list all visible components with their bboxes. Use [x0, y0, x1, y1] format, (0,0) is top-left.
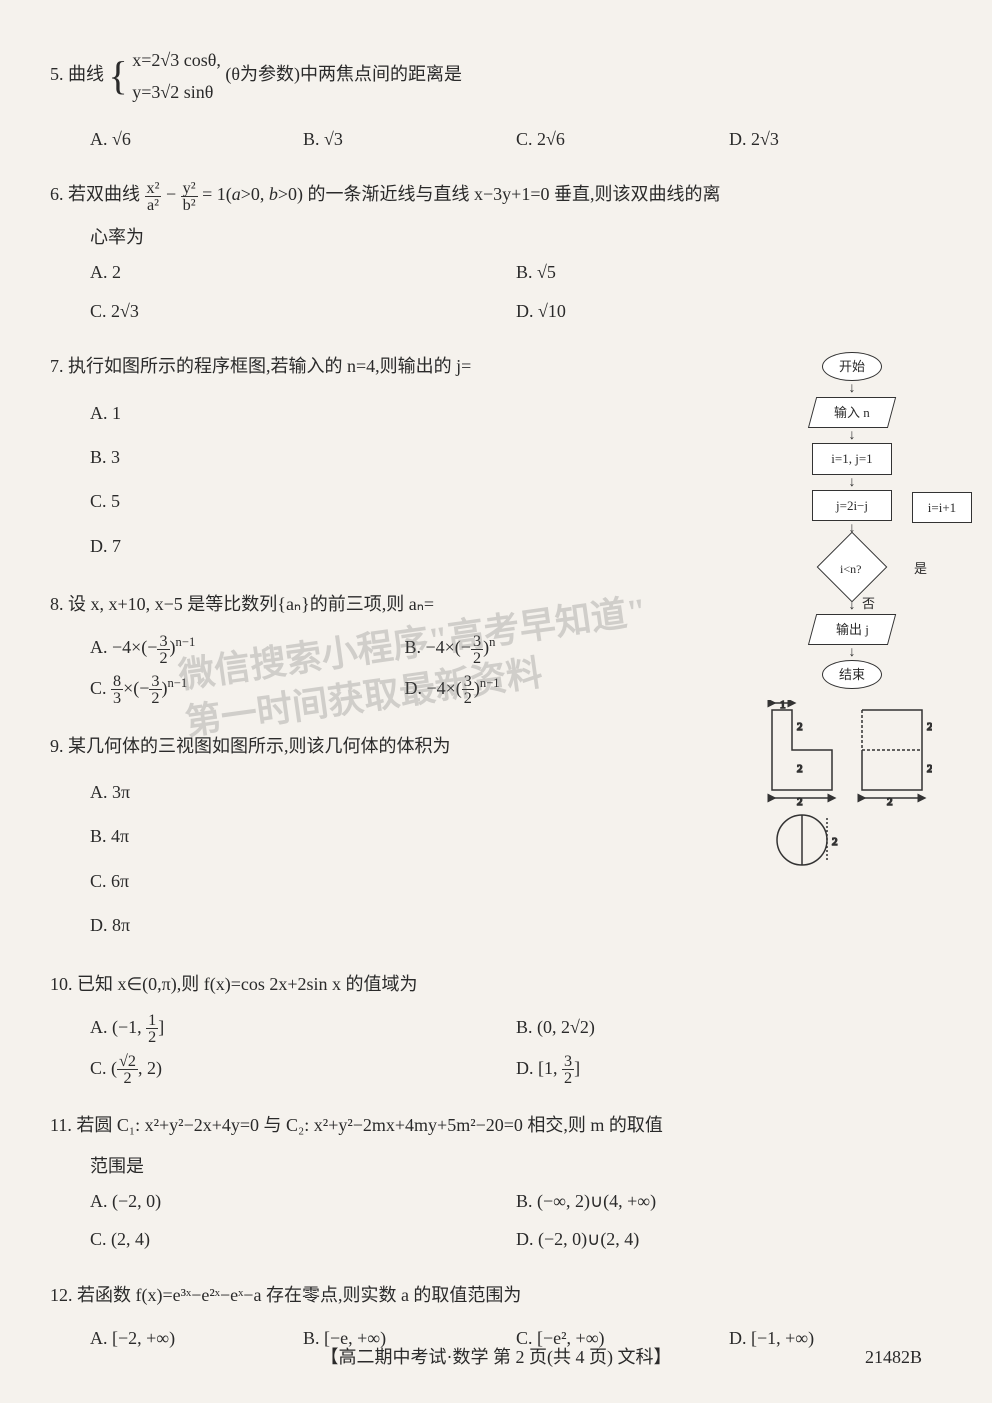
q5-suffix: (θ为参数)中两焦点间的距离是 — [225, 64, 462, 84]
flowchart-yes: 是 — [914, 557, 927, 580]
arrow-icon: ↓ — [762, 477, 942, 488]
q11-option-a: A. (−2, 0) — [90, 1182, 516, 1220]
q10-option-c: C. (√22, 2) — [90, 1049, 516, 1090]
q6-option-c: C. 2√3 — [90, 292, 516, 330]
q10-option-b: B. (0, 2√2) — [516, 1008, 942, 1049]
q10-text-main: 已知 x∈(0,π),则 f(x)=cos 2x+2sin x 的值域为 — [77, 974, 418, 994]
svg-text:2: 2 — [927, 763, 932, 775]
question-6: 6. 若双曲线 x²a² − y²b² = 1(a>0, b>0) 的一条渐近线… — [50, 178, 942, 330]
q8-text: 8. 设 x, x+10, x−5 是等比数列{aₙ}的前三项,则 aₙ= — [50, 588, 719, 620]
q6-option-b: B. √5 — [516, 253, 942, 291]
footer-code: 21482B — [865, 1341, 922, 1373]
question-8: 8. 设 x, x+10, x−5 是等比数列{aₙ}的前三项,则 aₙ= A.… — [50, 588, 719, 710]
q5-text: 5. 曲线 { x=2√3 cosθ, y=3√2 sinθ (θ为参数)中两焦… — [50, 40, 942, 112]
q9-number: 9. — [50, 736, 64, 756]
q7-number: 7. — [50, 356, 64, 376]
q7-option-b: B. 3 — [90, 435, 630, 479]
q5-option-a: A. √6 — [90, 120, 303, 158]
q5-options: A. √6 B. √3 C. 2√6 D. 2√3 — [50, 120, 942, 158]
q8-option-c: C. 83×(−32)n−1 — [90, 669, 405, 710]
flowchart-diagram: 开始 ↓ 输入 n ↓ i=1, j=1 ↓ j=2i−j i=i+1 ↓ i<… — [762, 350, 942, 691]
flowchart-init: i=1, j=1 — [812, 443, 892, 474]
svg-text:2: 2 — [927, 721, 932, 733]
q11-text-main: 若圆 C₁: x²+y²−2x+4y=0 与 C₂: x²+y²−2mx+4my… — [76, 1115, 663, 1135]
brace-icon: { — [109, 53, 128, 98]
q5-eq-x: x=2√3 cosθ, — [132, 44, 221, 76]
q5-eq-y: y=3√2 sinθ — [132, 76, 221, 108]
q8-options: A. −4×(−32)n−1 B. −4×(−32)n C. 83×(−32)n… — [50, 628, 719, 709]
q9-options: A. 3π B. 4π C. 6π D. 8π — [50, 770, 630, 948]
q6-text: 6. 若双曲线 x²a² − y²b² = 1(a>0, b>0) 的一条渐近线… — [50, 178, 942, 213]
q10-option-d: D. [1, 32] — [516, 1049, 942, 1090]
question-7: 7. 执行如图所示的程序框图,若输入的 n=4,则输出的 j= A. 1 B. … — [50, 350, 630, 568]
q11-text: 11. 若圆 C₁: x²+y²−2x+4y=0 与 C₂: x²+y²−2mx… — [50, 1109, 942, 1141]
q9-option-d: D. 8π — [90, 903, 630, 947]
arrow-icon: ↓ — [762, 383, 942, 394]
q7-option-a: A. 1 — [90, 391, 630, 435]
arrow-icon: ↓ — [762, 647, 942, 658]
q7-text-main: 执行如图所示的程序框图,若输入的 n=4,则输出的 j= — [68, 356, 471, 376]
q9-option-c: C. 6π — [90, 859, 630, 903]
q12-text: 12. 若函数 f(x)=e³ˣ−e²ˣ−eˣ−a 存在零点,则实数 a 的取值… — [50, 1279, 942, 1311]
q9-text-main: 某几何体的三视图如图所示,则该几何体的体积为 — [68, 736, 451, 756]
q8-text-main: 设 x, x+10, x−5 是等比数列{aₙ}的前三项,则 aₙ= — [68, 594, 434, 614]
q11-option-b: B. (−∞, 2)∪(4, +∞) — [516, 1182, 942, 1220]
q12-text-main: 若函数 f(x)=e³ˣ−e²ˣ−eˣ−a 存在零点,则实数 a 的取值范围为 — [77, 1285, 521, 1305]
flowchart-end: 结束 — [822, 660, 882, 689]
q11-option-c: C. (2, 4) — [90, 1220, 516, 1258]
flowchart-output: 输出 j — [808, 614, 896, 645]
q10-options: A. (−1, 12] B. (0, 2√2) C. (√22, 2) D. [… — [50, 1008, 942, 1089]
q7-text: 7. 执行如图所示的程序框图,若输入的 n=4,则输出的 j= — [50, 350, 630, 382]
arrow-icon: ↓ — [762, 430, 942, 441]
q5-option-c: C. 2√6 — [516, 120, 729, 158]
q6-option-a: A. 2 — [90, 253, 516, 291]
q10-text: 10. 已知 x∈(0,π),则 f(x)=cos 2x+2sin x 的值域为 — [50, 968, 942, 1000]
q5-number: 5. — [50, 64, 64, 84]
q7-options: A. 1 B. 3 C. 5 D. 7 — [50, 391, 630, 569]
q8-option-b: B. −4×(−32)n — [405, 628, 720, 669]
flowchart-process: j=2i−j — [812, 490, 892, 521]
svg-text:2: 2 — [832, 836, 838, 848]
flowchart-no: 否 — [862, 592, 875, 615]
q9-text: 9. 某几何体的三视图如图所示,则该几何体的体积为 — [50, 730, 630, 762]
q6-line2: 心率为 — [50, 221, 942, 253]
q11-options: A. (−2, 0) B. (−∞, 2)∪(4, +∞) C. (2, 4) … — [50, 1182, 942, 1259]
svg-text:1: 1 — [780, 700, 786, 711]
question-11: 11. 若圆 C₁: x²+y²−2x+4y=0 与 C₂: x²+y²−2mx… — [50, 1109, 942, 1259]
q11-option-d: D. (−2, 0)∪(2, 4) — [516, 1220, 942, 1258]
flowchart-condition: i<n? — [817, 532, 888, 603]
q9-option-a: A. 3π — [90, 770, 630, 814]
flowchart-start: 开始 — [822, 352, 882, 381]
page-footer: 【高二期中考试·数学 第 2 页(共 4 页) 文科】 — [0, 1341, 992, 1373]
q5-prefix: 曲线 — [68, 64, 104, 84]
q10-number: 10. — [50, 974, 73, 994]
q11-line2: 范围是 — [50, 1150, 942, 1182]
three-view-diagram: 1 2 2 2 2 2 2 2 — [762, 700, 932, 885]
q11-number: 11. — [50, 1115, 72, 1135]
q7-option-c: C. 5 — [90, 479, 630, 523]
q6-text-suffix: 的一条渐近线与直线 x−3y+1=0 垂直,则该双曲线的离 — [308, 184, 721, 204]
q6-text-main: 若双曲线 — [68, 184, 140, 204]
q8-number: 8. — [50, 594, 64, 614]
svg-text:2: 2 — [797, 721, 803, 733]
q6-option-d: D. √10 — [516, 292, 942, 330]
flowchart-input: 输入 n — [808, 397, 896, 428]
q5-option-b: B. √3 — [303, 120, 516, 158]
q6-number: 6. — [50, 184, 64, 204]
q7-option-d: D. 7 — [90, 524, 630, 568]
q6-options: A. 2 B. √5 C. 2√3 D. √10 — [50, 253, 942, 330]
q12-number: 12. — [50, 1285, 73, 1305]
question-5: 5. 曲线 { x=2√3 cosθ, y=3√2 sinθ (θ为参数)中两焦… — [50, 40, 942, 158]
q8-option-a: A. −4×(−32)n−1 — [90, 628, 405, 669]
q10-option-a: A. (−1, 12] — [90, 1008, 516, 1049]
q8-option-d: D. −4×(32)n−1 — [405, 669, 720, 710]
question-10: 10. 已知 x∈(0,π),则 f(x)=cos 2x+2sin x 的值域为… — [50, 968, 942, 1090]
svg-text:2: 2 — [797, 763, 803, 775]
q5-option-d: D. 2√3 — [729, 120, 942, 158]
flowchart-increment: i=i+1 — [912, 492, 972, 523]
q9-option-b: B. 4π — [90, 814, 630, 858]
question-9: 9. 某几何体的三视图如图所示,则该几何体的体积为 A. 3π B. 4π C.… — [50, 730, 630, 948]
